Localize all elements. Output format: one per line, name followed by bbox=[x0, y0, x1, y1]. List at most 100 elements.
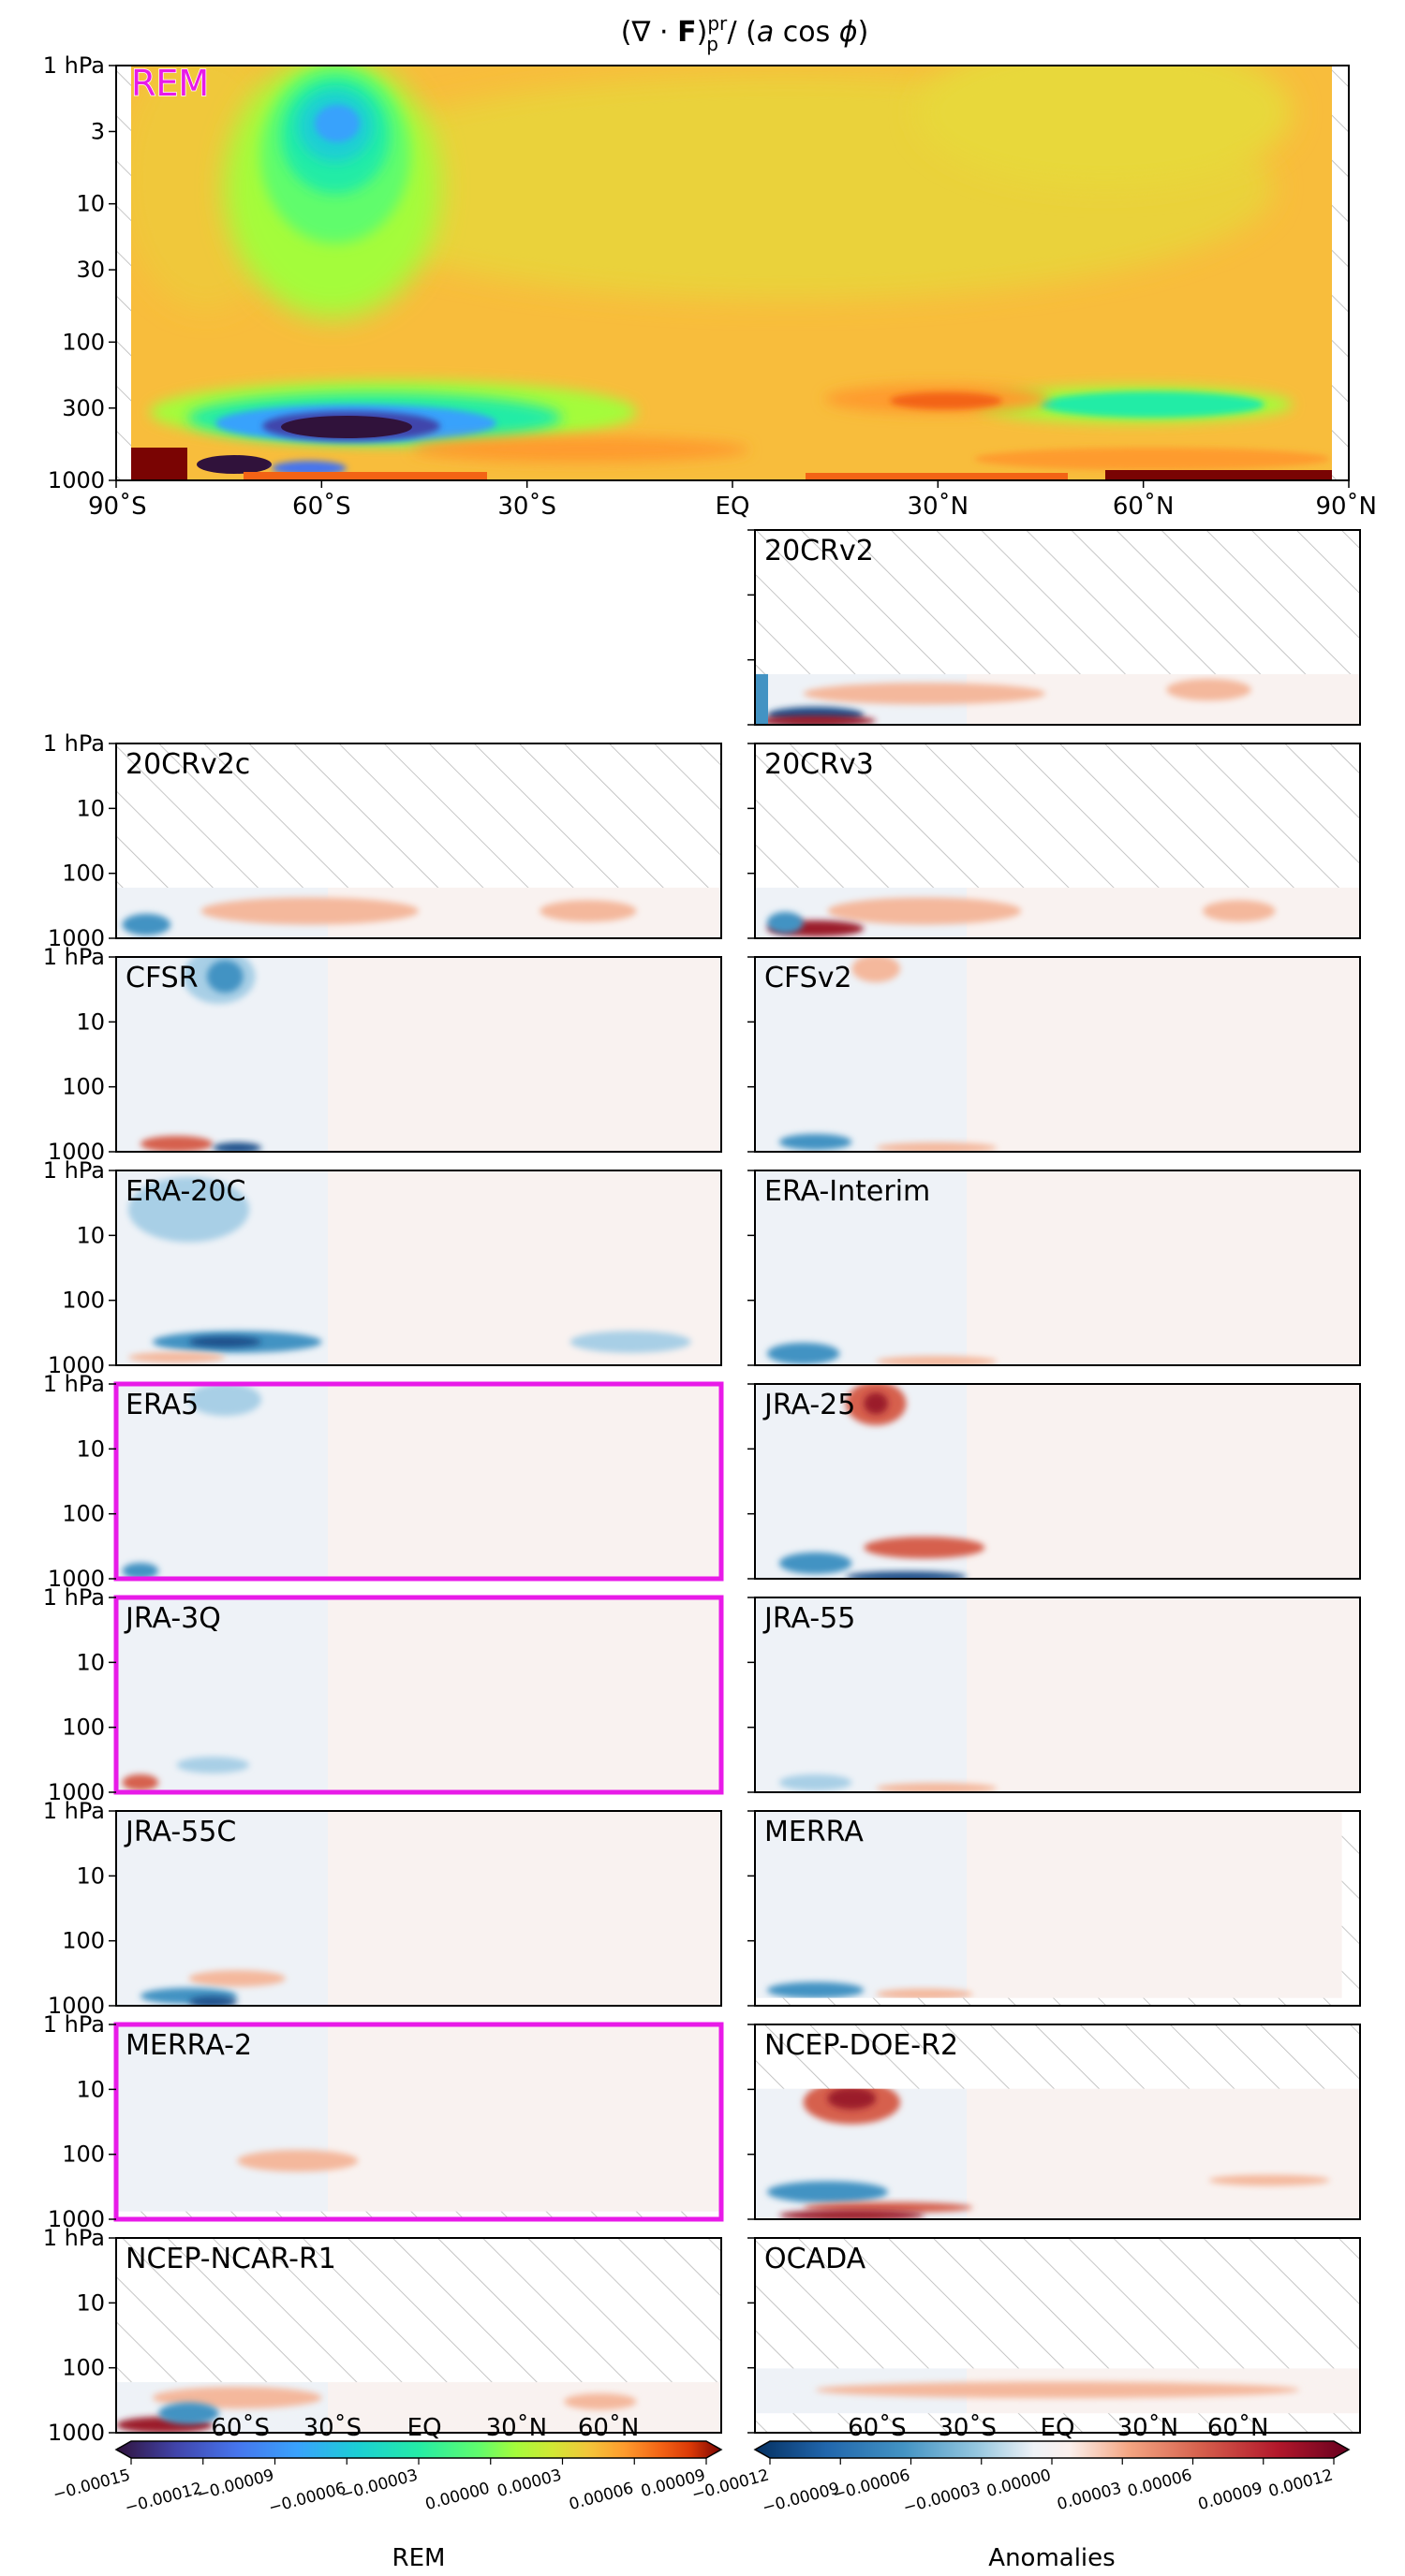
anomaly-panels: 20CRv2 20CRv2c 1 hPa 10 100 1000 20CRv3 CFSR 1 h… bbox=[43, 529, 1361, 2446]
panel-frame bbox=[115, 1170, 722, 1366]
panel-20crv3: 20CRv3 bbox=[747, 743, 1361, 939]
rem-x-tick-label: 30˚N bbox=[908, 493, 969, 521]
anomaly-feature bbox=[864, 1537, 985, 1559]
panel-y-tick-label: 1 hPa bbox=[43, 1157, 105, 1184]
anomalies-colorbar-ticks: −0.00012−0.00009−0.00006−0.00003 0.00000 0… bbox=[689, 2458, 1335, 2518]
anomaly-feature bbox=[778, 1552, 852, 1575]
panel-y-tick-label: 1000 bbox=[48, 925, 105, 951]
highlight-frame bbox=[113, 1381, 724, 1582]
panel-label: JRA-3Q bbox=[124, 1602, 221, 1635]
panel-label: ERA5 bbox=[126, 1389, 199, 1421]
anomaly-feature bbox=[766, 1342, 840, 1365]
panel-y-tick-label: 10 bbox=[76, 1008, 105, 1035]
anomaly-feature bbox=[200, 897, 419, 925]
rem-heatmap bbox=[131, 66, 1332, 480]
panel-ncep-ncar-r1: NCEP-NCAR-R1 1 hPa 10 100 1000 bbox=[43, 2225, 722, 2446]
colorbar-tick-label: 0.00000 bbox=[984, 2466, 1053, 2502]
panel-y-tick-label: 1000 bbox=[48, 1993, 105, 2019]
panel-label: JRA-55 bbox=[762, 1602, 855, 1635]
anomaly-feature bbox=[176, 1757, 250, 1774]
panel-y-tick-label: 100 bbox=[62, 2355, 105, 2381]
anomaly-feature bbox=[540, 900, 637, 922]
colorbar-tick-label: −0.00012 bbox=[123, 2480, 204, 2518]
rem-y-tick-label: 3 bbox=[91, 118, 105, 144]
panel-frame bbox=[115, 1810, 722, 2007]
panel-y-tick-label: 10 bbox=[76, 1862, 105, 1889]
panel-frame bbox=[754, 743, 1361, 939]
panel-y-tick-label: 1000 bbox=[48, 1352, 105, 1378]
colorbar-tick-label: −0.00003 bbox=[901, 2480, 983, 2518]
colorbar-tick-label: 0.00003 bbox=[1055, 2480, 1123, 2515]
colorbar-tick-label: 0.00000 bbox=[423, 2480, 492, 2515]
panel-y-tick-label: 100 bbox=[62, 1501, 105, 1527]
anomaly-feature bbox=[127, 1351, 226, 1363]
colorbar-lat-label: 60˚S bbox=[848, 2414, 907, 2442]
anomaly-feature bbox=[206, 960, 244, 994]
panel-label: CFSv2 bbox=[764, 962, 852, 994]
panel-y-tick-label: 10 bbox=[76, 2289, 105, 2316]
panel-label: 20CRv3 bbox=[764, 748, 874, 781]
panel-label: JRA-25 bbox=[762, 1389, 855, 1421]
panel-y-tick-label: 1000 bbox=[48, 1566, 105, 1592]
panel-jra-55: JRA-55 bbox=[747, 1597, 1361, 1793]
panel-y-tick-label: 1 hPa bbox=[43, 2225, 105, 2251]
anomaly-feature bbox=[778, 2210, 924, 2219]
colorbar-lat-label: EQ bbox=[1041, 2414, 1075, 2442]
panel-frame bbox=[754, 2237, 1361, 2434]
rem-panel: REM 1 hPa 3 10 30 100 300 1000 90˚S 60˚S 30˚S EQ 3… bbox=[43, 52, 1377, 521]
panel-y-tick-label: 1 hPa bbox=[43, 944, 105, 970]
rem-x-tick-label: 30˚S bbox=[497, 493, 556, 521]
panel-frame bbox=[754, 2024, 1361, 2220]
panel-label: 20CRv2c bbox=[126, 748, 250, 781]
panel-label: 20CRv2 bbox=[764, 535, 874, 567]
colorbar-lat-label: 60˚N bbox=[578, 2414, 640, 2442]
highlight-frame bbox=[113, 1595, 724, 1795]
anomaly-feature bbox=[815, 2381, 1300, 2398]
anomaly-feature bbox=[564, 2392, 637, 2410]
anomaly-feature bbox=[766, 1981, 865, 1999]
colorbar-tick-label: 0.00006 bbox=[1126, 2466, 1194, 2502]
rem-colorbar: 60˚S 30˚S EQ 30˚N 60˚N −0.00015−0.00012−0.00… bbox=[51, 2414, 723, 2572]
panel-label: CFSR bbox=[126, 962, 199, 994]
panel-y-tick-label: 1000 bbox=[48, 1779, 105, 1805]
panel-frame bbox=[754, 956, 1361, 1153]
anomaly-feature bbox=[1166, 678, 1251, 701]
panel-y-tick-label: 100 bbox=[62, 861, 105, 887]
panel-label: OCADA bbox=[764, 2243, 866, 2275]
panel-era-20c: ERA-20C 1 hPa 10 100 1000 bbox=[43, 1157, 722, 1378]
panel-20crv2: 20CRv2 bbox=[747, 529, 1361, 726]
panel-frame bbox=[754, 1810, 1361, 2007]
panel-y-tick-label: 1000 bbox=[48, 2420, 105, 2446]
anomaly-feature bbox=[851, 957, 901, 983]
anomaly-feature bbox=[140, 1135, 214, 1152]
panel-y-tick-label: 1 hPa bbox=[43, 1371, 105, 1397]
panel-frame bbox=[115, 743, 722, 939]
panel-jra-55c: JRA-55C 1 hPa 10 100 1000 bbox=[43, 1798, 722, 2019]
anomalies-colorbar: 60˚S 30˚S EQ 30˚N 60˚N −0.00012−0.00009−0.00… bbox=[689, 2414, 1351, 2572]
panel-era-interim: ERA-Interim bbox=[747, 1170, 1361, 1366]
anomalies-colorbar-lat-labels: 60˚S 30˚S EQ 30˚N 60˚N bbox=[848, 2414, 1268, 2442]
panel-20crv2c: 20CRv2c 1 hPa 10 100 1000 bbox=[43, 730, 722, 951]
panel-label: NCEP-NCAR-R1 bbox=[126, 2243, 336, 2275]
anomaly-feature bbox=[122, 913, 171, 936]
anomaly-feature bbox=[755, 715, 877, 725]
anomaly-feature bbox=[1208, 2174, 1330, 2186]
panel-y-tick-label: 100 bbox=[62, 2142, 105, 2168]
colorbar-lat-label: 30˚N bbox=[1117, 2414, 1179, 2442]
rem-x-tick-label: 60˚S bbox=[292, 493, 351, 521]
panel-y-tick-label: 100 bbox=[62, 1288, 105, 1314]
panel-frame bbox=[115, 956, 722, 1153]
panel-y-tick-label: 10 bbox=[76, 1649, 105, 1675]
panel-y-tick-label: 100 bbox=[62, 1074, 105, 1100]
panel-merra-2: MERRA-2 1 hPa 10 100 1000 bbox=[43, 2011, 724, 2232]
rem-y-axis: 1 hPa 3 10 30 100 300 1000 bbox=[43, 52, 116, 493]
panel-y-tick-label: 1000 bbox=[48, 2206, 105, 2232]
panel-frame bbox=[115, 2237, 722, 2434]
anomaly-feature bbox=[876, 1356, 998, 1365]
colorbar-tick-label: −0.00006 bbox=[267, 2480, 348, 2518]
colorbar-tick-label: 0.00009 bbox=[1196, 2480, 1264, 2515]
colorbar-lat-label: 30˚N bbox=[486, 2414, 548, 2442]
anomalies-colorbar-label: Anomalies bbox=[988, 2544, 1115, 2572]
panel-label: MERRA bbox=[764, 1816, 864, 1848]
